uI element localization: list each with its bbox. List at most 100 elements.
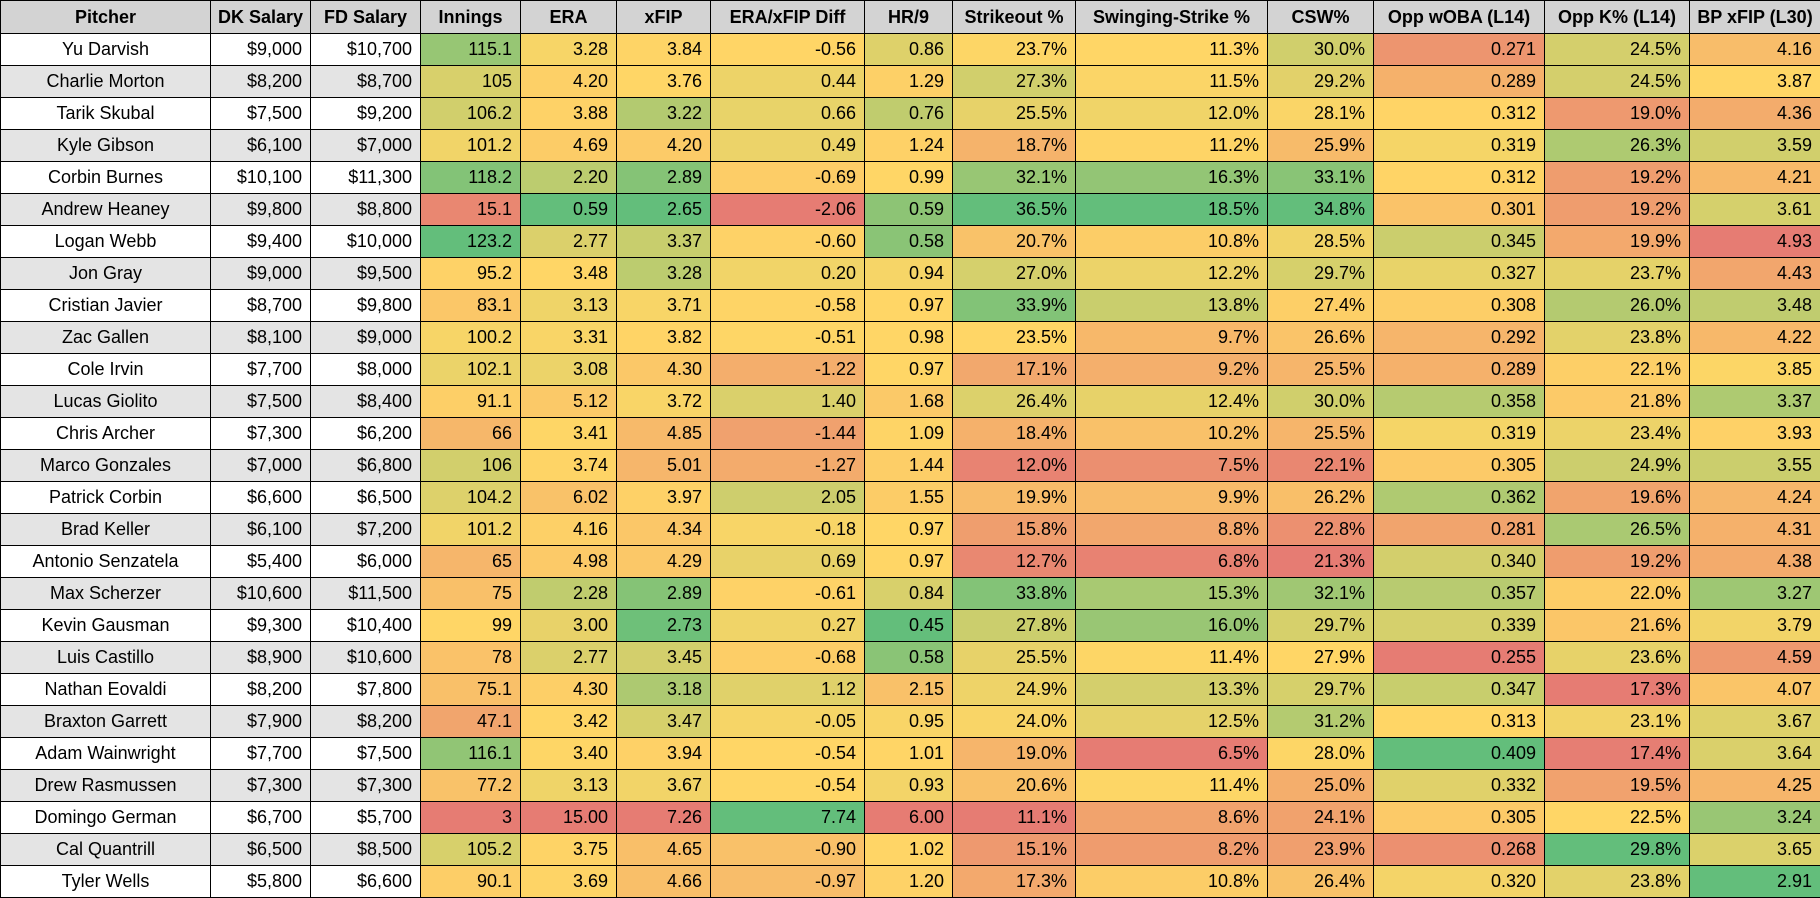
opp-k-l14-cell[interactable]: 29.8%	[1544, 833, 1690, 866]
era-cell[interactable]: 15.00	[520, 801, 617, 834]
hr-9-cell[interactable]: 1.02	[864, 833, 953, 866]
era-cell[interactable]: 5.12	[520, 385, 617, 418]
opp-woba-l14-cell[interactable]: 0.313	[1373, 705, 1545, 738]
swinging-strike-cell[interactable]: 18.5%	[1075, 193, 1268, 226]
bp-xfip-l30-cell[interactable]: 4.25	[1689, 769, 1820, 802]
hr-9-cell[interactable]: 0.99	[864, 161, 953, 194]
xfip-cell[interactable]: 4.29	[616, 545, 711, 578]
swinging-strike-cell[interactable]: 16.0%	[1075, 609, 1268, 642]
swinging-strike-cell[interactable]: 12.5%	[1075, 705, 1268, 738]
dk-salary-cell[interactable]: $8,100	[210, 321, 311, 354]
xfip-cell[interactable]: 3.28	[616, 257, 711, 290]
era-xfip-diff-cell[interactable]: -0.58	[710, 289, 865, 322]
opp-woba-l14-cell[interactable]: 0.301	[1373, 193, 1545, 226]
bp-xfip-l30-cell[interactable]: 4.21	[1689, 161, 1820, 194]
csw-cell[interactable]: 34.8%	[1267, 193, 1374, 226]
opp-woba-l14-cell[interactable]: 0.362	[1373, 481, 1545, 514]
csw-cell[interactable]: 21.3%	[1267, 545, 1374, 578]
opp-k-l14-cell[interactable]: 19.5%	[1544, 769, 1690, 802]
opp-k-l14-cell[interactable]: 23.4%	[1544, 417, 1690, 450]
bp-xfip-l30-cell[interactable]: 4.24	[1689, 481, 1820, 514]
strikeout-cell[interactable]: 15.8%	[952, 513, 1076, 546]
innings-cell[interactable]: 75	[420, 577, 521, 610]
csw-cell[interactable]: 25.5%	[1267, 417, 1374, 450]
swinging-strike-cell[interactable]: 6.5%	[1075, 737, 1268, 770]
dk-salary-cell[interactable]: $10,600	[210, 577, 311, 610]
innings-cell[interactable]: 99	[420, 609, 521, 642]
innings-cell[interactable]: 118.2	[420, 161, 521, 194]
dk-salary-cell[interactable]: $6,500	[210, 833, 311, 866]
swinging-strike-cell[interactable]: 11.2%	[1075, 129, 1268, 162]
bp-xfip-l30-cell[interactable]: 4.07	[1689, 673, 1820, 706]
bp-xfip-l30-cell[interactable]: 3.85	[1689, 353, 1820, 386]
innings-cell[interactable]: 102.1	[420, 353, 521, 386]
dk-salary-cell[interactable]: $7,900	[210, 705, 311, 738]
era-xfip-diff-cell[interactable]: -0.18	[710, 513, 865, 546]
xfip-cell[interactable]: 7.26	[616, 801, 711, 834]
fd-salary-cell[interactable]: $7,200	[310, 513, 421, 546]
era-xfip-diff-cell[interactable]: -0.60	[710, 225, 865, 258]
fd-salary-cell[interactable]: $8,500	[310, 833, 421, 866]
csw-cell[interactable]: 30.0%	[1267, 33, 1374, 66]
hr-9-cell[interactable]: 0.97	[864, 513, 953, 546]
swinging-strike-cell[interactable]: 10.8%	[1075, 865, 1268, 898]
xfip-cell[interactable]: 4.34	[616, 513, 711, 546]
hr-9-cell[interactable]: 2.15	[864, 673, 953, 706]
fd-salary-cell[interactable]: $7,500	[310, 737, 421, 770]
strikeout-cell[interactable]: 33.9%	[952, 289, 1076, 322]
xfip-cell[interactable]: 3.22	[616, 97, 711, 130]
strikeout-cell[interactable]: 23.5%	[952, 321, 1076, 354]
era-xfip-diff-cell[interactable]: -0.61	[710, 577, 865, 610]
opp-woba-l14-cell[interactable]: 0.357	[1373, 577, 1545, 610]
innings-cell[interactable]: 75.1	[420, 673, 521, 706]
opp-k-l14-cell[interactable]: 19.0%	[1544, 97, 1690, 130]
opp-woba-l14-cell[interactable]: 0.327	[1373, 257, 1545, 290]
pitcher-name-cell[interactable]: Tyler Wells	[0, 865, 211, 898]
xfip-cell[interactable]: 3.71	[616, 289, 711, 322]
era-cell[interactable]: 4.98	[520, 545, 617, 578]
xfip-cell[interactable]: 3.18	[616, 673, 711, 706]
xfip-cell[interactable]: 3.82	[616, 321, 711, 354]
innings-cell[interactable]: 91.1	[420, 385, 521, 418]
opp-woba-l14-cell[interactable]: 0.292	[1373, 321, 1545, 354]
column-header-csw[interactable]: CSW%	[1267, 0, 1374, 34]
swinging-strike-cell[interactable]: 6.8%	[1075, 545, 1268, 578]
fd-salary-cell[interactable]: $10,700	[310, 33, 421, 66]
era-xfip-diff-cell[interactable]: 0.44	[710, 65, 865, 98]
innings-cell[interactable]: 78	[420, 641, 521, 674]
hr-9-cell[interactable]: 0.58	[864, 225, 953, 258]
csw-cell[interactable]: 25.9%	[1267, 129, 1374, 162]
dk-salary-cell[interactable]: $7,500	[210, 385, 311, 418]
era-cell[interactable]: 4.30	[520, 673, 617, 706]
innings-cell[interactable]: 106.2	[420, 97, 521, 130]
bp-xfip-l30-cell[interactable]: 4.16	[1689, 33, 1820, 66]
opp-k-l14-cell[interactable]: 26.5%	[1544, 513, 1690, 546]
column-header-era-xfip-diff[interactable]: ERA/xFIP Diff	[710, 0, 865, 34]
era-xfip-diff-cell[interactable]: -0.69	[710, 161, 865, 194]
innings-cell[interactable]: 3	[420, 801, 521, 834]
csw-cell[interactable]: 26.6%	[1267, 321, 1374, 354]
era-xfip-diff-cell[interactable]: -0.68	[710, 641, 865, 674]
strikeout-cell[interactable]: 27.8%	[952, 609, 1076, 642]
swinging-strike-cell[interactable]: 8.8%	[1075, 513, 1268, 546]
hr-9-cell[interactable]: 0.97	[864, 353, 953, 386]
bp-xfip-l30-cell[interactable]: 3.79	[1689, 609, 1820, 642]
swinging-strike-cell[interactable]: 16.3%	[1075, 161, 1268, 194]
opp-k-l14-cell[interactable]: 22.5%	[1544, 801, 1690, 834]
opp-k-l14-cell[interactable]: 26.3%	[1544, 129, 1690, 162]
innings-cell[interactable]: 105.2	[420, 833, 521, 866]
opp-woba-l14-cell[interactable]: 0.289	[1373, 353, 1545, 386]
column-header-era[interactable]: ERA	[520, 0, 617, 34]
fd-salary-cell[interactable]: $6,600	[310, 865, 421, 898]
hr-9-cell[interactable]: 1.55	[864, 481, 953, 514]
era-cell[interactable]: 3.00	[520, 609, 617, 642]
csw-cell[interactable]: 28.0%	[1267, 737, 1374, 770]
xfip-cell[interactable]: 3.67	[616, 769, 711, 802]
opp-k-l14-cell[interactable]: 26.0%	[1544, 289, 1690, 322]
opp-k-l14-cell[interactable]: 24.9%	[1544, 449, 1690, 482]
era-cell[interactable]: 2.77	[520, 641, 617, 674]
opp-woba-l14-cell[interactable]: 0.409	[1373, 737, 1545, 770]
era-cell[interactable]: 3.13	[520, 289, 617, 322]
era-cell[interactable]: 3.28	[520, 33, 617, 66]
hr-9-cell[interactable]: 1.29	[864, 65, 953, 98]
